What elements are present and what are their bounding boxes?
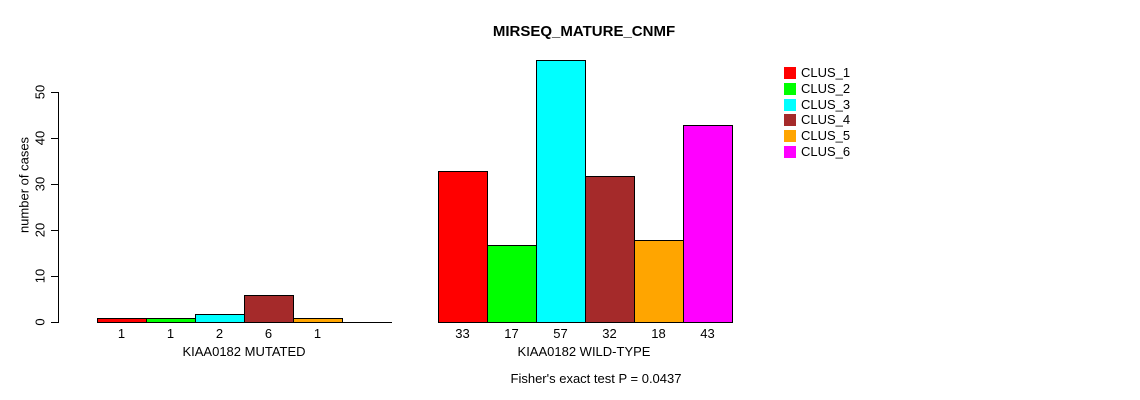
- y-axis-tick: [51, 276, 58, 277]
- legend-item-clus_6: CLUS_6: [784, 145, 850, 158]
- bar-count-label: 2: [215, 326, 224, 341]
- legend-item-clus_2: CLUS_2: [784, 82, 850, 95]
- bar-count-label: 33: [455, 326, 470, 341]
- legend-item-clus_5: CLUS_5: [784, 129, 850, 142]
- bar-count-label: 6: [264, 326, 273, 341]
- legend-swatch: [784, 82, 796, 95]
- y-tick-label: 0: [32, 318, 48, 326]
- y-axis-title: number of cases: [16, 136, 32, 234]
- legend-swatch: [784, 113, 796, 126]
- bar-clus_2: [487, 245, 537, 323]
- legend-item-clus_4: CLUS_4: [784, 113, 850, 126]
- legend-label: CLUS_1: [801, 65, 851, 80]
- bar-count-label: 32: [602, 326, 617, 341]
- bar-clus_5: [634, 240, 684, 323]
- legend-label: CLUS_6: [801, 144, 851, 159]
- bar-clus_1: [97, 318, 147, 323]
- y-axis-tick: [51, 92, 58, 93]
- y-tick-label: 10: [32, 268, 48, 284]
- y-tick-label: 30: [32, 176, 48, 192]
- legend-label: CLUS_2: [801, 81, 851, 96]
- bar-clus_3: [195, 314, 245, 323]
- y-axis-line: [58, 91, 59, 323]
- fisher-test-annotation: Fisher's exact test P = 0.0437: [510, 371, 682, 386]
- bar-count-label: 43: [700, 326, 715, 341]
- legend-label: CLUS_5: [801, 128, 851, 143]
- bar-clus_2: [146, 318, 196, 323]
- legend-item-clus_1: CLUS_1: [784, 66, 850, 79]
- bar-clus_3: [536, 60, 586, 323]
- legend-label: CLUS_4: [801, 112, 851, 127]
- chart-title: MIRSEQ_MATURE_CNMF: [492, 23, 676, 40]
- bar-clus_6: [683, 125, 733, 323]
- bar-count-label: 57: [553, 326, 568, 341]
- legend-swatch: [784, 98, 796, 111]
- y-tick-label: 40: [32, 130, 48, 146]
- y-axis-tick: [51, 322, 58, 323]
- bar-count-label: 1: [166, 326, 175, 341]
- y-axis-tick: [51, 184, 58, 185]
- bar-count-label: 18: [651, 326, 666, 341]
- legend-swatch: [784, 129, 796, 142]
- bar-clus_4: [244, 295, 294, 323]
- x-axis-label-wild-type: KIAA0182 WILD-TYPE: [517, 344, 651, 359]
- legend-label: CLUS_3: [801, 97, 851, 112]
- bar-count-label: 17: [504, 326, 519, 341]
- y-axis-tick: [51, 230, 58, 231]
- bar-count-label: 1: [117, 326, 126, 341]
- bar-clus_5: [293, 318, 343, 323]
- y-tick-label: 20: [32, 222, 48, 238]
- y-tick-label: 50: [32, 84, 48, 100]
- legend-item-clus_3: CLUS_3: [784, 98, 850, 111]
- bar-count-label: 1: [313, 326, 322, 341]
- bar-clus_1: [438, 171, 488, 323]
- legend-swatch: [784, 145, 796, 158]
- legend-swatch: [784, 66, 796, 79]
- y-axis-tick: [51, 138, 58, 139]
- bar-clus_4: [585, 176, 635, 323]
- x-axis-label-mutated: KIAA0182 MUTATED: [182, 344, 306, 359]
